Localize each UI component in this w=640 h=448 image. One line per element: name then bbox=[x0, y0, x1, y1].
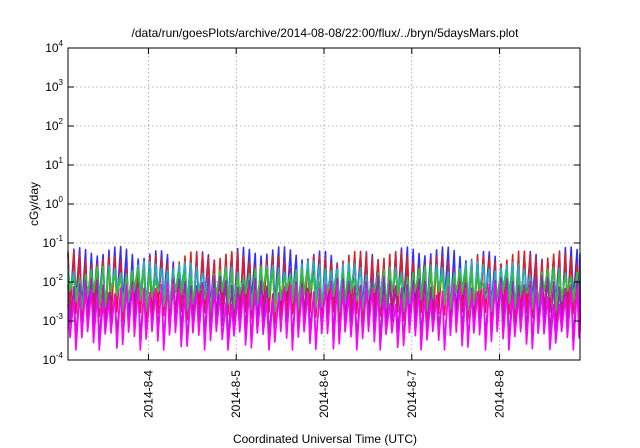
y-tick-label: 10-1 bbox=[43, 234, 64, 250]
y-tick-label: 101 bbox=[45, 156, 63, 172]
x-tick-label: 2014-8-4 bbox=[141, 370, 155, 418]
y-tick-label: 10-2 bbox=[43, 273, 64, 289]
y-tick-label: 103 bbox=[45, 78, 63, 94]
x-axis-label: Coordinated Universal Time (UTC) bbox=[233, 432, 417, 446]
series-group bbox=[67, 245, 581, 351]
y-tick-label: 10-4 bbox=[43, 351, 64, 367]
series-line bbox=[67, 265, 581, 313]
y-tick-label: 102 bbox=[45, 117, 63, 133]
y-tick-label: 10-3 bbox=[43, 312, 64, 328]
series-line bbox=[67, 282, 581, 351]
x-tick-label: 2014-8-6 bbox=[317, 370, 331, 418]
x-tick-label: 2014-8-8 bbox=[493, 370, 507, 418]
y-tick-label: 104 bbox=[45, 39, 63, 55]
y-axis-label: cGy/day bbox=[27, 182, 41, 226]
y-tick-label: 100 bbox=[45, 195, 63, 211]
chart-title: /data/run/goesPlots/archive/2014-08-08/2… bbox=[132, 26, 520, 40]
x-tick-label: 2014-8-7 bbox=[405, 370, 419, 418]
x-tick-label: 2014-8-5 bbox=[229, 370, 243, 418]
